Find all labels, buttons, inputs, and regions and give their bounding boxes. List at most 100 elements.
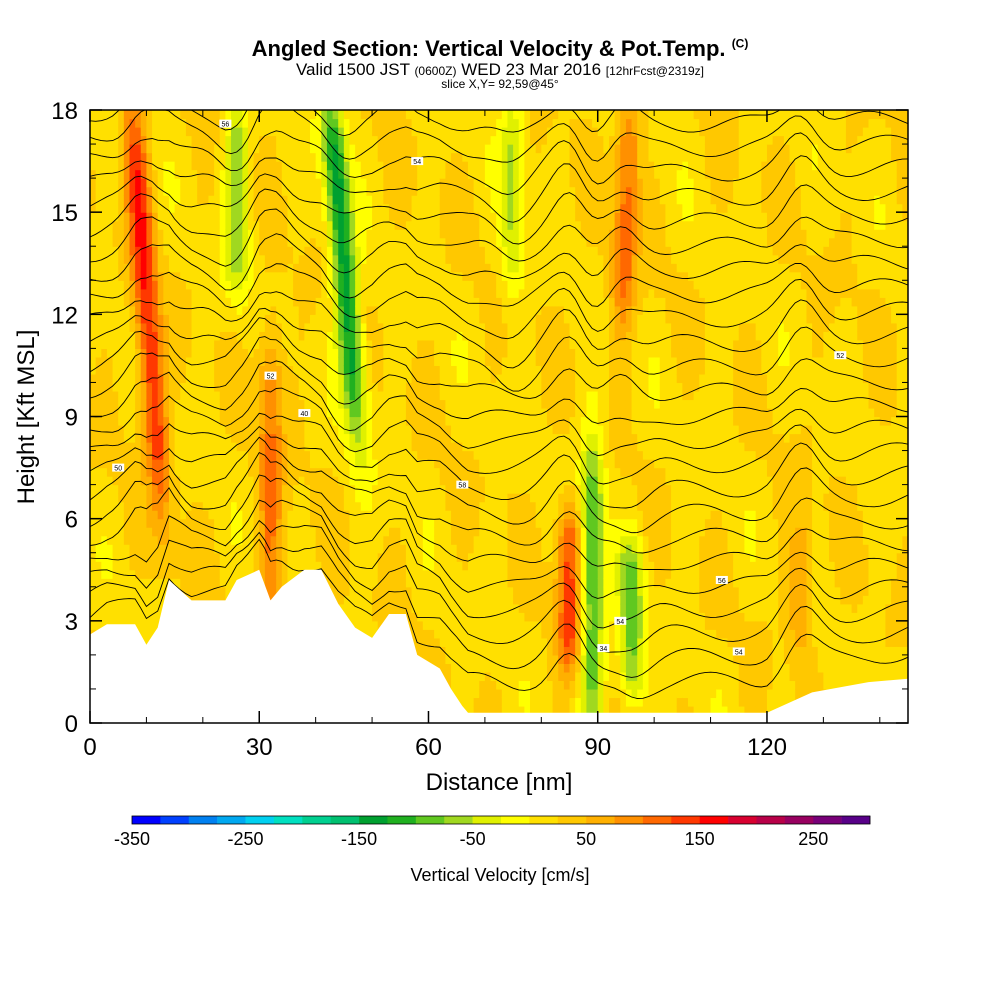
field-cell bbox=[349, 390, 356, 401]
field-cell bbox=[95, 280, 102, 290]
field-cell bbox=[394, 552, 401, 562]
field-cell bbox=[202, 271, 210, 281]
field-cell bbox=[225, 467, 232, 477]
field-cell bbox=[473, 637, 480, 647]
field-cell bbox=[180, 280, 187, 290]
field-cell bbox=[174, 356, 181, 367]
field-cell bbox=[360, 305, 368, 315]
field-cell bbox=[326, 237, 334, 247]
field-cell bbox=[298, 212, 305, 222]
field-cell bbox=[400, 212, 407, 222]
field-cell bbox=[304, 467, 311, 477]
field-cell bbox=[388, 535, 396, 545]
field-cell bbox=[231, 161, 238, 171]
field-cell bbox=[168, 518, 176, 528]
field-cell bbox=[326, 442, 334, 452]
field-cell bbox=[445, 297, 452, 307]
field-cell bbox=[197, 195, 204, 205]
field-cell bbox=[168, 161, 176, 171]
field-cell bbox=[366, 135, 373, 145]
field-cell bbox=[157, 254, 164, 264]
field-cell bbox=[208, 127, 215, 137]
field-cell bbox=[473, 646, 480, 656]
field-cell bbox=[112, 263, 119, 273]
field-cell bbox=[259, 229, 266, 239]
field-cell bbox=[400, 399, 407, 409]
field-cell bbox=[219, 484, 226, 494]
field-cell bbox=[123, 356, 131, 367]
field-cell bbox=[208, 220, 215, 230]
field-cell bbox=[259, 527, 266, 537]
field-cell bbox=[298, 399, 305, 409]
field-cell bbox=[360, 373, 368, 384]
field-cell bbox=[118, 535, 125, 545]
field-cell bbox=[422, 348, 430, 358]
field-cell bbox=[462, 416, 469, 426]
field-cell bbox=[168, 110, 176, 120]
field-cell bbox=[146, 280, 153, 290]
field-cell bbox=[276, 135, 283, 145]
field-cell bbox=[293, 263, 300, 273]
field-cell bbox=[439, 603, 447, 613]
field-cell bbox=[231, 493, 238, 503]
field-cell bbox=[185, 178, 193, 188]
field-cell bbox=[101, 229, 108, 239]
field-cell bbox=[417, 195, 424, 205]
field-cell bbox=[422, 501, 430, 511]
field-cell bbox=[185, 578, 193, 588]
field-cell bbox=[106, 365, 114, 375]
field-cell bbox=[411, 501, 418, 511]
field-cell bbox=[293, 178, 300, 188]
field-cell bbox=[191, 314, 198, 324]
field-cell bbox=[247, 493, 255, 503]
field-cell bbox=[360, 561, 368, 571]
field-cell bbox=[123, 501, 131, 511]
field-cell bbox=[202, 365, 210, 375]
field-cell bbox=[321, 518, 328, 528]
field-cell bbox=[434, 518, 441, 528]
field-cell bbox=[281, 459, 289, 469]
field-cell bbox=[163, 271, 170, 281]
field-cell bbox=[349, 459, 356, 469]
field-cell bbox=[338, 110, 345, 120]
field-cell bbox=[118, 416, 125, 426]
field-cell bbox=[338, 356, 345, 367]
field-cell bbox=[208, 552, 215, 562]
field-cell bbox=[168, 118, 176, 128]
field-cell bbox=[338, 339, 345, 349]
field-cell bbox=[123, 280, 131, 290]
field-cell bbox=[219, 365, 226, 375]
field-cell bbox=[163, 195, 170, 205]
field-cell bbox=[422, 535, 430, 545]
field-cell bbox=[197, 382, 204, 392]
field-cell bbox=[129, 433, 136, 443]
field-cell bbox=[355, 382, 362, 392]
field-cell bbox=[388, 416, 396, 426]
field-cell bbox=[293, 314, 300, 324]
field-cell bbox=[388, 288, 396, 298]
field-cell bbox=[343, 331, 351, 341]
field-cell bbox=[445, 399, 452, 409]
field-cell bbox=[140, 212, 148, 222]
field-cell bbox=[276, 288, 283, 298]
field-cell bbox=[417, 527, 424, 537]
field-cell bbox=[95, 365, 102, 375]
field-cell bbox=[197, 110, 204, 120]
field-cell bbox=[467, 314, 475, 324]
field-cell bbox=[157, 271, 164, 281]
field-cell bbox=[123, 552, 131, 562]
field-cell bbox=[253, 288, 260, 298]
field-cell bbox=[298, 254, 305, 264]
field-cell bbox=[163, 314, 170, 324]
field-cell bbox=[264, 356, 272, 367]
field-cell bbox=[428, 510, 435, 520]
field-cell bbox=[140, 416, 148, 426]
field-cell bbox=[101, 186, 108, 196]
field-cell bbox=[428, 161, 435, 171]
field-cell bbox=[231, 399, 238, 409]
field-cell bbox=[338, 399, 345, 409]
field-cell bbox=[180, 331, 187, 341]
field-cell bbox=[462, 612, 469, 622]
field-cell bbox=[456, 178, 463, 188]
field-cell bbox=[343, 110, 351, 120]
